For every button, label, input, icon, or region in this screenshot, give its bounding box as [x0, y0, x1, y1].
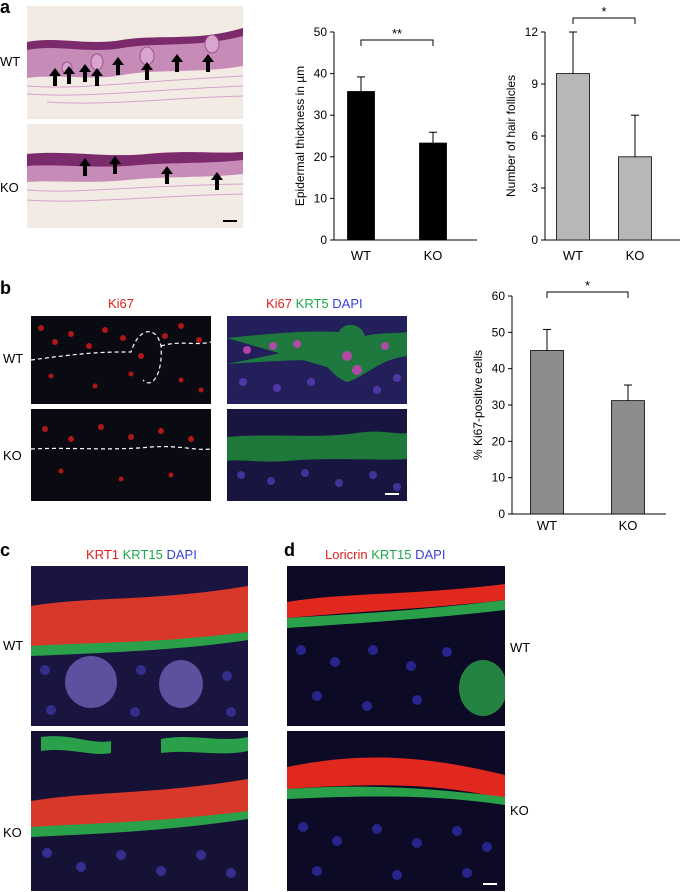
title-part-krt1: KRT1: [86, 547, 119, 562]
histology-wt-image: [27, 6, 243, 119]
loricrin-wt-image: [287, 566, 505, 726]
label-wt-d: WT: [510, 640, 531, 655]
krt1-wt-image: [31, 566, 248, 726]
bar-ko: [611, 400, 645, 515]
title-part-krt15: KRT15: [122, 547, 163, 562]
bar-ko: [618, 156, 652, 241]
y-tick-label: 40: [314, 67, 328, 81]
krt1-ko-image: [31, 731, 248, 891]
y-tick-label: 50: [492, 325, 506, 339]
significance-bracket: [572, 17, 636, 24]
y-tick-label: 0: [320, 233, 327, 247]
x-tick-label: KO: [626, 248, 645, 263]
label-ko-a: KO: [0, 180, 19, 195]
title-part-krt15: KRT15: [371, 547, 412, 562]
chart-epidermal-thickness: 0 10 20 30 40 50 Epidermal thickness in µm WT KO…: [293, 25, 477, 263]
y-tick-label: 50: [314, 25, 328, 39]
y-tick-label: 10: [492, 471, 506, 485]
y-tick-label: 60: [492, 289, 506, 303]
title-ki67-krt5-dapi: Ki67 KRT5 DAPI: [266, 296, 363, 311]
title-part-ki67: Ki67: [266, 296, 293, 311]
y-tick-label: 10: [314, 191, 328, 205]
x-tick-label: WT: [563, 248, 583, 263]
bar-wt: [530, 350, 564, 515]
scale-bar: [385, 493, 399, 495]
panel-letter-b: b: [0, 278, 11, 298]
bar-wt: [347, 91, 375, 241]
significance-bracket: [360, 39, 434, 46]
y-tick-label: 0: [498, 507, 505, 521]
y-axis-label: % Ki67-positive cells: [471, 350, 485, 460]
panel-letter-c: c: [0, 540, 11, 560]
ki67-ko-image: [31, 409, 211, 501]
significance-label: **: [392, 26, 402, 41]
ki67-wt-image: [31, 316, 211, 404]
y-tick-label: 40: [492, 362, 506, 376]
y-tick-label: 30: [492, 398, 506, 412]
chart-ki67-positive: 0 10 20 30 40 50 60 % Ki67-positive cells WT KO *: [471, 280, 666, 533]
y-tick-label: 0: [531, 233, 538, 247]
title-part-dapi: DAPI: [332, 296, 363, 311]
loricrin-ko-image: [287, 731, 505, 891]
label-ko-c: KO: [3, 825, 22, 840]
significance-label: *: [585, 280, 590, 293]
histology-ko-image: [27, 124, 243, 228]
bar-ko: [419, 142, 447, 241]
y-tick-label: 20: [492, 434, 506, 448]
x-tick-label: KO: [424, 248, 443, 263]
panel-letter-d: d: [284, 540, 295, 560]
x-tick-label: WT: [351, 248, 371, 263]
significance-bracket: [546, 291, 629, 298]
panel-letter-a: a: [0, 0, 11, 17]
scale-bar: [223, 220, 237, 222]
y-tick-label: 12: [525, 25, 539, 39]
y-tick-label: 3: [531, 181, 538, 195]
x-tick-label: WT: [537, 518, 557, 533]
ki67-krt5-dapi-wt-image: [227, 316, 407, 404]
title-part-loricrin: Loricrin: [325, 547, 368, 562]
y-tick-label: 9: [531, 77, 538, 91]
scale-bar: [483, 883, 497, 885]
label-ko-b: KO: [3, 448, 22, 463]
label-wt-a: WT: [0, 54, 21, 69]
y-tick-label: 20: [314, 150, 328, 164]
title-part-dapi: DAPI: [166, 547, 197, 562]
label-wt-b: WT: [3, 351, 24, 366]
label-wt-c: WT: [3, 638, 24, 653]
bar-wt: [556, 73, 590, 241]
label-ko-d: KO: [510, 803, 529, 818]
y-axis-label: Number of hair follicles: [504, 75, 518, 197]
y-axis-label: Epidermal thickness in µm: [293, 66, 307, 206]
title-krt1-krt15-dapi: KRT1 KRT15 DAPI: [86, 547, 197, 562]
x-tick-label: KO: [619, 518, 638, 533]
title-loricrin-krt15-dapi: Loricrin KRT15 DAPI: [325, 547, 445, 562]
title-part-dapi: DAPI: [415, 547, 446, 562]
y-tick-label: 30: [314, 108, 328, 122]
title-part-krt5: KRT5: [295, 296, 329, 311]
y-tick-label: 6: [531, 129, 538, 143]
ki67-krt5-dapi-ko-image: [227, 409, 407, 501]
title-ki67: Ki67: [108, 296, 135, 311]
chart-hair-follicles: 0 3 6 9 12 Number of hair follicles WT KO *: [504, 4, 680, 263]
significance-label: *: [601, 4, 606, 19]
